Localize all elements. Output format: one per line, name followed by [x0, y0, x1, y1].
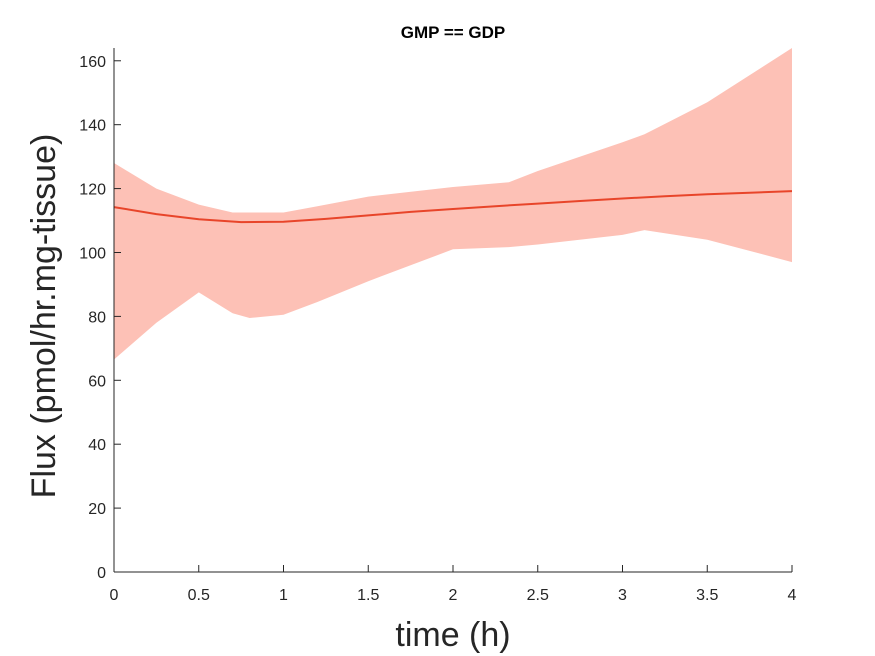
series-line-0: [113, 190, 793, 224]
x-tick-label: 2: [449, 587, 458, 604]
y-tick-label: 120: [79, 182, 106, 199]
confidence-band-layer: [114, 48, 792, 360]
x-tick-label: 0.5: [188, 587, 210, 604]
x-tick-label: 1.5: [357, 587, 379, 604]
confidence-band: [114, 48, 792, 360]
x-tick-label: 2.5: [527, 587, 549, 604]
y-tick-label: 140: [79, 118, 106, 135]
series-line-layer: [113, 190, 793, 224]
chart-title: GMP == GDP: [401, 23, 506, 42]
x-tick-label: 3: [618, 587, 627, 604]
x-tick-label: 4: [788, 587, 797, 604]
y-tick-label: 20: [88, 501, 106, 518]
x-tick-label: 1: [279, 587, 288, 604]
y-tick-label: 0: [97, 565, 106, 582]
x-axis-title: time (h): [395, 616, 510, 654]
y-tick-label: 80: [88, 309, 106, 326]
y-tick-label: 60: [88, 373, 106, 390]
y-axis-title: Flux (pmol/hr.mg-tissue): [25, 134, 63, 499]
y-tick-label: 160: [79, 54, 106, 71]
y-tick-label: 40: [88, 437, 106, 454]
y-tick-label: 100: [79, 245, 106, 262]
x-tick-label: 3.5: [696, 587, 718, 604]
x-tick-label: 0: [110, 587, 119, 604]
